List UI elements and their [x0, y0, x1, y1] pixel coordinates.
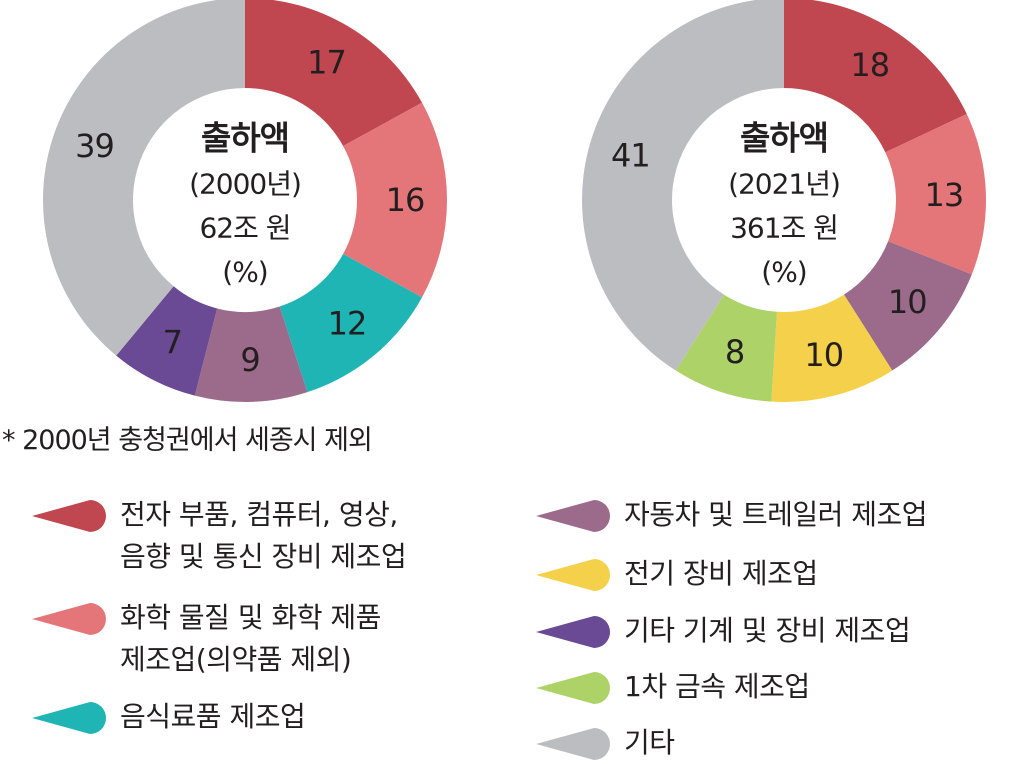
legend-swatch — [536, 728, 610, 760]
center-year: (2021년) — [728, 168, 840, 201]
slice-value-label: 12 — [328, 304, 367, 342]
legend-swatch — [536, 500, 610, 532]
legend-swatch — [32, 603, 106, 635]
donut-slice — [245, 0, 423, 147]
legend-label: 1차 금속 제조업 — [624, 670, 810, 703]
legend-label: 기타 기계 및 장비 제조업 — [624, 614, 911, 647]
donut-slice — [116, 286, 218, 396]
slice-value-label: 9 — [240, 341, 259, 379]
donut-slice — [885, 113, 986, 275]
slice-value-label: 17 — [307, 43, 346, 81]
legend-swatch — [536, 616, 610, 648]
slice-value-label: 39 — [75, 127, 114, 165]
footnote: * 2000년 충청권에서 세종시 제외 — [2, 425, 373, 456]
donut-slice — [43, 0, 245, 356]
legend-item: 기타 — [534, 722, 675, 764]
slice-value-label: 10 — [804, 336, 843, 374]
legend-label: 기타 — [624, 726, 675, 759]
donut-slice — [784, 0, 967, 153]
center-title: 출하액 — [740, 119, 828, 158]
donut-slice — [194, 306, 308, 402]
center-unit: (%) — [222, 256, 267, 289]
legend-swatch — [32, 702, 106, 734]
legend-item: 화학 물질 및 화학 제품 제조업(의약품 제외) — [30, 597, 381, 681]
slice-value-label: 8 — [725, 333, 744, 371]
slice-value-label: 18 — [850, 46, 889, 84]
donut-slice — [582, 0, 784, 371]
legend-label: 음식료품 제조업 — [120, 700, 306, 733]
legend-item: 음식료품 제조업 — [30, 696, 306, 738]
slice-value-label: 41 — [611, 136, 650, 174]
legend-label: 전자 부품, 컴퓨터, 영상, 음향 및 통신 장비 제조업 — [120, 498, 407, 573]
slice-value-label: 7 — [163, 324, 182, 362]
legend-swatch — [536, 672, 610, 704]
donut-chart-1: 17 16 12 9 7 39 출하액 (2000년) 62조 원 (%) — [43, 0, 447, 402]
center-year: (2000년) — [189, 168, 301, 201]
legend-label: 화학 물질 및 화학 제품 제조업(의약품 제외) — [120, 601, 381, 676]
center-total: 361조 원 — [730, 212, 838, 245]
donut-slice — [279, 253, 423, 393]
center-total: 62조 원 — [199, 212, 290, 245]
legend-item: 1차 금속 제조업 — [534, 666, 810, 708]
legend-item: 기타 기계 및 장비 제조업 — [534, 610, 911, 652]
donut-slice — [343, 102, 447, 298]
legend-item: 자동차 및 트레일러 제조업 — [534, 494, 928, 536]
legend-label: 전기 장비 제조업 — [624, 557, 818, 590]
donut-chart-2: 18 13 10 10 8 41 출하액 (2021년) 361조 원 (%) — [582, 0, 986, 403]
slice-value-label: 16 — [386, 181, 425, 219]
legend-swatch — [536, 559, 610, 591]
legend-label: 자동차 및 트레일러 제조업 — [624, 498, 928, 531]
center-unit: (%) — [761, 256, 806, 289]
donut-slice — [675, 294, 777, 402]
donut-slice — [771, 294, 893, 403]
legend-item: 전기 장비 제조업 — [534, 553, 818, 595]
legend-item: 전자 부품, 컴퓨터, 영상, 음향 및 통신 장비 제조업 — [30, 494, 407, 578]
center-title: 출하액 — [201, 119, 289, 158]
donut-slice — [844, 241, 972, 371]
legend-swatch — [32, 500, 106, 532]
slice-value-label: 10 — [888, 283, 927, 321]
slice-value-label: 13 — [925, 176, 964, 214]
donut-charts: 17 16 12 9 7 39 출하액 (2000년) 62조 원 (%) 18 13 10 10 8 41 출… — [43, 0, 986, 403]
